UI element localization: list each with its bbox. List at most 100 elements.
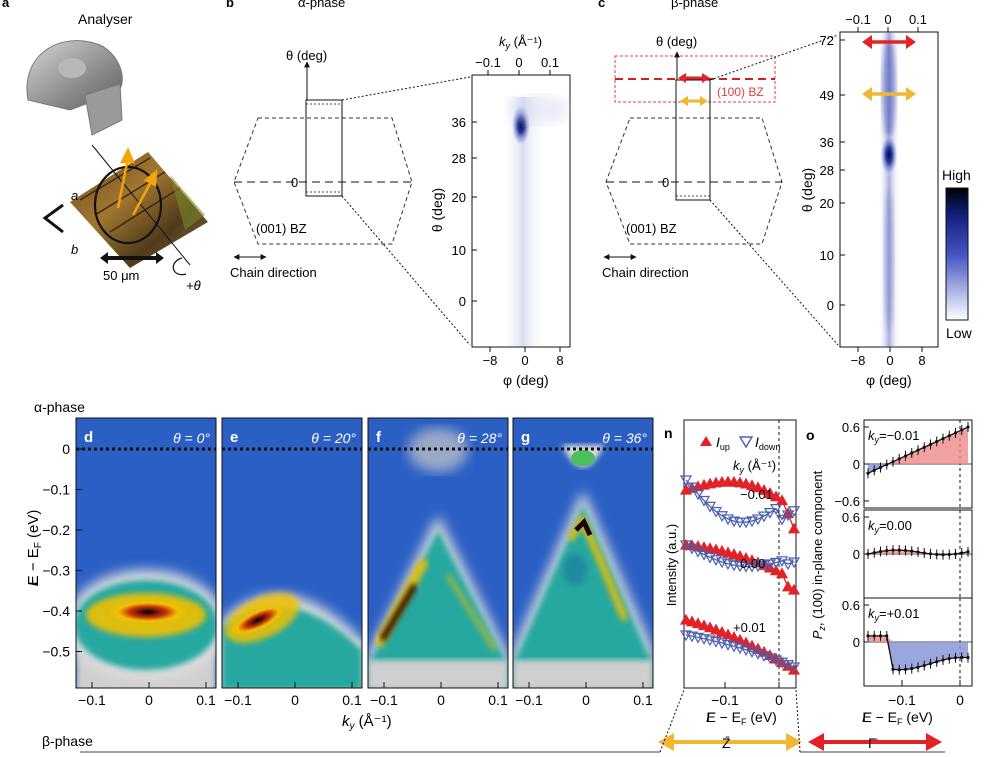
map-beta-phi-tick: −8 — [851, 353, 866, 368]
panel-a: a Analyser a b 50 μm — [2, 0, 208, 293]
arpes-frame-g — [512, 417, 654, 689]
n-down-3-line — [685, 634, 795, 668]
n-down-1-marker — [751, 514, 765, 526]
n-up-1-marker — [787, 522, 801, 534]
o-point — [935, 439, 939, 444]
map-theta-tick: 28 — [452, 151, 466, 166]
arpes-x-tick: −0.1 — [78, 692, 106, 708]
map-phi-axis: φ (deg) — [503, 372, 549, 388]
svg-text:Idown: Idown — [755, 434, 780, 452]
o-point — [872, 634, 876, 638]
map-ky-tick: 0 — [515, 55, 522, 70]
o-point — [872, 551, 876, 555]
arpes-image-e — [222, 418, 362, 688]
map-beta-theta-tick: 36 — [820, 135, 834, 150]
panel-o-letter: o — [806, 427, 815, 443]
arpes-x-tick: 0 — [291, 692, 299, 708]
n-down-1-marker — [697, 495, 711, 507]
o-point — [960, 428, 964, 432]
map-theta-tick: 0 — [459, 294, 466, 309]
n-down-1-marker — [745, 516, 759, 528]
panel-c: c β-phase θ (deg) 0 (100) BZ (001) BZ Ch… — [598, 0, 973, 388]
map-phi-tick: 0 — [521, 353, 528, 368]
gamma-bar-label: Γ̄ — [868, 735, 878, 751]
o-point — [891, 460, 895, 464]
panel-o-y-axis: Pz, (100) in-plane component — [810, 470, 827, 639]
crystal-sample — [70, 152, 208, 268]
o-point — [928, 662, 933, 666]
arpes-x-tick: 0 — [145, 692, 153, 708]
n-up-3-marker — [679, 613, 693, 625]
arpes-x-tick: 0.1 — [196, 692, 216, 708]
o-positive-fill — [868, 635, 968, 642]
arpes-x-tick: −0.1 — [370, 692, 398, 708]
o-y-tick: 0.6 — [842, 420, 860, 435]
o-point — [966, 656, 970, 660]
map-ky-ticks: −0.1 0 0.1 — [475, 55, 559, 75]
n-up-3-marker — [697, 619, 711, 631]
colorbar — [945, 187, 969, 321]
panel-o-x-axis: EE − EF (eV) — [862, 709, 933, 727]
n-up-1-marker — [745, 479, 759, 491]
panel-a-letter: a — [2, 0, 10, 10]
map-beta-theta-ticks: 72 49 36 28 20 10 0 — [820, 33, 845, 313]
z-bar-arrow — [658, 689, 802, 753]
map-beta-ky-tick: −0.1 — [845, 12, 871, 27]
map-beta-ky-tick: 0.1 — [909, 12, 927, 27]
n-down-1-marker — [781, 510, 795, 522]
scale-bar-label: 50 μm — [103, 268, 139, 283]
o-point — [866, 634, 870, 638]
n-up-3-marker — [787, 663, 801, 675]
arpes-image-g — [513, 418, 653, 688]
n-down-2-marker — [751, 561, 765, 573]
map-phi-tick: −8 — [483, 353, 498, 368]
n-down-2-marker — [691, 546, 705, 558]
n-up-3-marker — [727, 631, 741, 642]
map-beta-phi-axis: φ (deg) — [866, 372, 912, 388]
panel-n-x-ticks: −0.1 0 — [711, 682, 783, 708]
map-beta-theta-tick: 49 — [820, 88, 834, 103]
o-point — [928, 552, 933, 556]
analyser-label: Analyser — [78, 11, 133, 27]
n-x-tick: −0.1 — [711, 692, 739, 708]
o-point — [885, 634, 889, 638]
svg-text:Iup: Iup — [716, 434, 730, 452]
arpes-panel-letter: d — [84, 429, 93, 446]
rotation-label: +θ — [186, 278, 201, 293]
o-positive-fill — [868, 427, 968, 464]
o-point — [935, 552, 939, 557]
arpes-y-tick: −0.2 — [42, 522, 70, 538]
n-up-2-marker — [775, 567, 789, 579]
panel-n-x-axis: EE − EF (eV) — [706, 709, 777, 727]
o-negative-fill — [868, 642, 968, 670]
n-down-2-marker — [775, 556, 789, 568]
o-ky-label: ky=+0.01 — [868, 606, 920, 623]
bz-diagram-alpha — [233, 61, 471, 346]
arpes-y-tick: 0 — [62, 441, 70, 457]
n-down-1-marker — [787, 506, 801, 517]
n-up-1-marker — [763, 487, 777, 498]
map-beta-phi-tick: 8 — [918, 353, 925, 368]
n-up-1-marker — [775, 494, 789, 506]
axis-b-label: b — [71, 242, 78, 257]
arpes-panel-letter: e — [230, 429, 238, 446]
arpes-theta-label: θ = 28° — [457, 430, 502, 446]
map-theta-tick: 20 — [452, 190, 466, 205]
map-ky-tick: 0.1 — [541, 55, 559, 70]
axis-a-label: a — [71, 188, 78, 203]
o-point — [872, 468, 876, 472]
spectral-spot-beta — [880, 133, 898, 177]
bz-zero-label-beta: 0 — [662, 175, 669, 190]
o-point — [947, 657, 951, 661]
n-down-1-marker — [775, 514, 789, 526]
n-up-2-marker — [733, 550, 747, 561]
o-point — [922, 445, 926, 449]
o-point — [903, 454, 908, 458]
map-theta-tick: 10 — [452, 243, 466, 258]
analyser-icon — [26, 40, 123, 136]
n-up-3-marker — [709, 623, 723, 635]
o-point — [878, 634, 883, 638]
map-theta-axis: θ (deg) — [429, 188, 445, 232]
o-point — [953, 431, 958, 435]
